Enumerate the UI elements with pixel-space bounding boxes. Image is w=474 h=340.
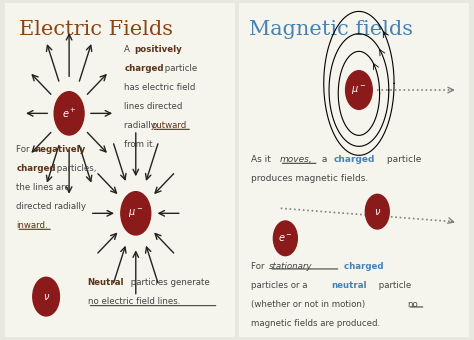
Text: As it: As it [251, 155, 273, 164]
Text: charged: charged [340, 262, 383, 271]
Text: has electric field: has electric field [124, 83, 196, 92]
Text: a: a [319, 155, 330, 164]
Text: positively: positively [135, 45, 182, 54]
Text: (whether or not in motion): (whether or not in motion) [251, 300, 368, 309]
Text: A: A [124, 45, 133, 54]
Circle shape [54, 92, 84, 135]
Text: negatively: negatively [35, 145, 86, 154]
Text: For: For [251, 262, 267, 271]
Text: charged: charged [16, 164, 56, 173]
Text: charged: charged [334, 155, 375, 164]
Circle shape [365, 194, 389, 229]
Text: radially: radially [124, 121, 159, 130]
Circle shape [346, 71, 372, 109]
Text: neutral: neutral [331, 280, 367, 290]
Text: magnetic fields are produced.: magnetic fields are produced. [251, 319, 380, 328]
Text: outward: outward [151, 121, 187, 130]
Text: directed radially: directed radially [16, 202, 86, 211]
Text: For: For [16, 145, 33, 154]
Text: charged: charged [124, 64, 164, 73]
Text: particle: particle [162, 64, 198, 73]
Text: particle: particle [384, 155, 421, 164]
Circle shape [273, 221, 297, 256]
Text: produces magnetic fields.: produces magnetic fields. [251, 174, 368, 183]
Circle shape [121, 192, 151, 235]
FancyBboxPatch shape [2, 0, 237, 340]
Circle shape [33, 277, 59, 316]
Text: no electric field lines.: no electric field lines. [88, 297, 180, 306]
FancyBboxPatch shape [237, 0, 472, 340]
Text: $\nu$: $\nu$ [43, 292, 50, 302]
Text: Magnetic fields: Magnetic fields [248, 20, 412, 39]
Text: $\mu^-$: $\mu^-$ [128, 207, 143, 220]
Text: inward.: inward. [16, 221, 48, 230]
Text: particles or a: particles or a [251, 280, 310, 290]
Text: Electric Fields: Electric Fields [18, 20, 173, 39]
Text: $\nu$: $\nu$ [374, 207, 381, 217]
Text: Neutral: Neutral [88, 278, 124, 287]
Text: $e^-$: $e^-$ [278, 233, 293, 244]
Text: no: no [407, 300, 418, 309]
Text: lines directed: lines directed [124, 102, 182, 111]
Text: particles,: particles, [54, 164, 97, 173]
Text: $e^+$: $e^+$ [62, 107, 76, 120]
Text: particles generate: particles generate [128, 278, 210, 287]
Text: from it.: from it. [124, 140, 155, 149]
Text: stationary: stationary [269, 262, 313, 271]
Text: the lines are: the lines are [16, 183, 70, 192]
Text: moves,: moves, [280, 155, 312, 164]
Text: $\mu^-$: $\mu^-$ [351, 84, 366, 97]
Text: particle: particle [376, 280, 411, 290]
